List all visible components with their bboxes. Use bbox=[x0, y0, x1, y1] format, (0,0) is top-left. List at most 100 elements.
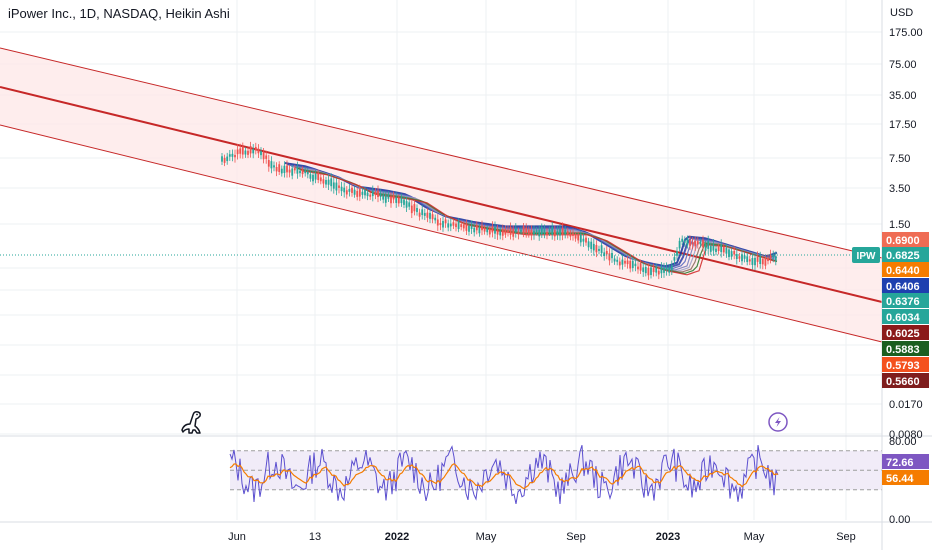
price-tick-label: 75.00 bbox=[889, 59, 917, 71]
candle-body bbox=[748, 259, 751, 262]
candle-body bbox=[475, 225, 478, 231]
candle-body bbox=[358, 189, 361, 197]
lightning-icon[interactable] bbox=[768, 412, 788, 432]
candle-body bbox=[455, 223, 457, 228]
candle-body bbox=[754, 257, 756, 266]
candle-body bbox=[556, 231, 559, 235]
candle-body bbox=[522, 226, 525, 235]
candle-body bbox=[668, 267, 671, 273]
candle-body bbox=[265, 155, 268, 159]
price-tick-label: 3.50 bbox=[889, 183, 910, 195]
candle-body bbox=[462, 224, 465, 229]
candle-body bbox=[481, 225, 483, 231]
candle-body bbox=[431, 214, 434, 220]
candle-body bbox=[267, 160, 270, 167]
candle-body bbox=[735, 254, 738, 260]
candle-body bbox=[275, 167, 278, 172]
candle-body bbox=[478, 227, 481, 234]
candle-body bbox=[665, 267, 668, 271]
candle-body bbox=[613, 258, 616, 262]
candle-body bbox=[611, 252, 613, 259]
candle-body bbox=[535, 230, 538, 233]
candle-body bbox=[699, 241, 702, 245]
currency-label: USD bbox=[890, 7, 913, 19]
candle-body bbox=[551, 226, 554, 235]
channel-lower-line bbox=[0, 124, 883, 343]
regression-channel bbox=[0, 47, 883, 343]
candle-body bbox=[637, 266, 639, 270]
candle-body bbox=[356, 190, 359, 197]
candle-body bbox=[553, 230, 556, 237]
candle-body bbox=[361, 191, 364, 195]
candle-body bbox=[501, 228, 504, 236]
candle-body bbox=[598, 248, 600, 251]
price-tick-label: 7.50 bbox=[889, 153, 910, 165]
candle-body bbox=[772, 255, 775, 258]
candle-body bbox=[559, 229, 561, 236]
candle-body bbox=[634, 263, 637, 267]
candle-body bbox=[291, 168, 294, 176]
candle-body bbox=[676, 251, 678, 256]
candle-body bbox=[319, 177, 322, 182]
candle-body bbox=[293, 168, 296, 171]
candle-body bbox=[223, 157, 226, 163]
candle-body bbox=[221, 156, 223, 162]
channel-upper-line bbox=[0, 47, 883, 259]
candle-body bbox=[769, 254, 772, 259]
price-label-badge: 0.5793 bbox=[882, 357, 929, 372]
candle-body bbox=[681, 238, 684, 242]
candle-body bbox=[343, 187, 346, 193]
candle-body bbox=[514, 228, 517, 233]
candle-body bbox=[702, 239, 704, 248]
channel-mid-line bbox=[0, 86, 883, 303]
price-label-badge: 0.6825 bbox=[882, 247, 929, 262]
candle-body bbox=[650, 267, 652, 276]
candle-body bbox=[335, 182, 338, 191]
candle-body bbox=[273, 165, 275, 168]
candle-body bbox=[270, 161, 273, 169]
svg-text:0.6025: 0.6025 bbox=[886, 328, 920, 340]
candle-body bbox=[624, 260, 626, 264]
candle-body bbox=[262, 152, 265, 160]
candle-body bbox=[759, 256, 762, 265]
candle-body bbox=[241, 146, 244, 155]
candle-body bbox=[520, 229, 522, 232]
candle-body bbox=[338, 185, 340, 188]
candle-body bbox=[566, 231, 569, 235]
candle-body bbox=[618, 261, 621, 266]
candle-body bbox=[322, 179, 325, 184]
candle-body bbox=[364, 189, 366, 196]
candle-body bbox=[468, 225, 470, 232]
candle-body bbox=[756, 256, 759, 262]
candle-body bbox=[379, 193, 382, 197]
candle-body bbox=[400, 197, 403, 204]
candle-body bbox=[296, 166, 299, 174]
dinosaur-logo-icon bbox=[181, 411, 201, 434]
candle-body bbox=[460, 224, 463, 227]
svg-text:0.6406: 0.6406 bbox=[886, 281, 920, 293]
candle-body bbox=[730, 251, 733, 257]
candle-body bbox=[746, 256, 749, 262]
candle-body bbox=[728, 249, 730, 258]
candle-body bbox=[512, 229, 515, 237]
price-tick-label: 1.50 bbox=[889, 219, 910, 231]
candle-body bbox=[452, 222, 455, 226]
candle-body bbox=[652, 268, 655, 273]
candle-body bbox=[608, 253, 611, 261]
candle-body bbox=[327, 179, 330, 185]
candle-body bbox=[345, 190, 348, 195]
candle-body bbox=[774, 256, 777, 261]
candle-body bbox=[286, 165, 288, 173]
candle-body bbox=[353, 189, 356, 195]
candle-body bbox=[533, 230, 535, 235]
price-label-badge: 0.6376 bbox=[882, 293, 929, 308]
candle-body bbox=[657, 270, 660, 275]
candle-body bbox=[582, 238, 585, 242]
candle-body bbox=[725, 247, 728, 254]
candle-body bbox=[631, 260, 634, 269]
candle-body bbox=[509, 227, 512, 235]
candle-body bbox=[283, 165, 286, 173]
candle-body bbox=[517, 232, 520, 235]
